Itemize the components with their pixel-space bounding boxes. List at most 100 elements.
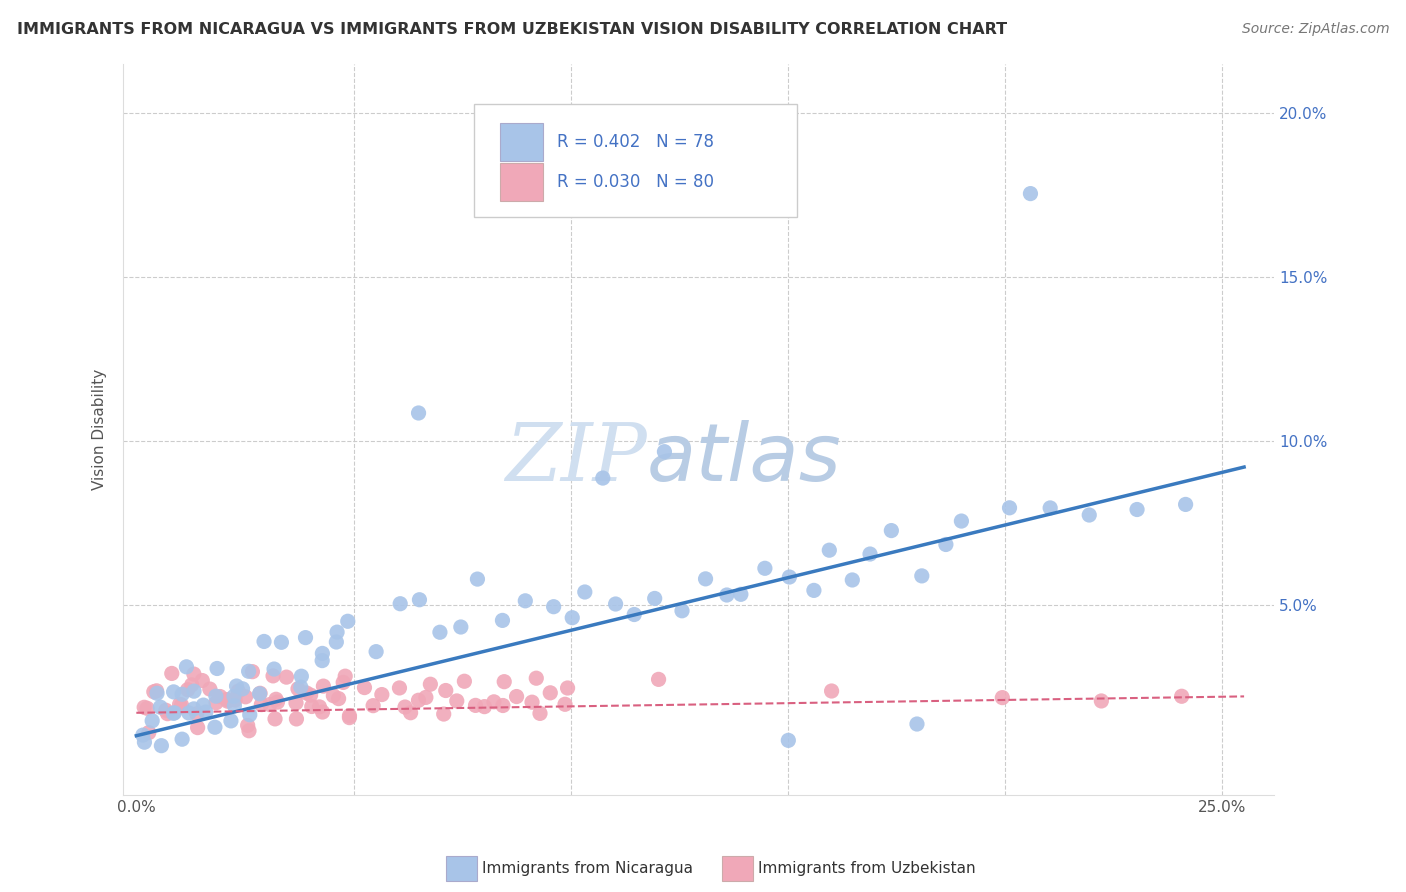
FancyBboxPatch shape <box>499 163 544 202</box>
Point <box>339 708 361 723</box>
Point <box>262 669 284 683</box>
Point <box>1090 694 1112 708</box>
Point <box>290 669 312 683</box>
Point <box>146 686 169 700</box>
Point <box>605 597 627 611</box>
Point <box>187 721 209 735</box>
Point <box>259 698 281 712</box>
Point <box>474 699 496 714</box>
Point <box>180 678 202 692</box>
FancyBboxPatch shape <box>499 122 544 161</box>
Point <box>1126 502 1149 516</box>
Point <box>453 674 475 689</box>
Point <box>191 673 214 688</box>
Point <box>332 675 354 690</box>
Point <box>394 700 416 714</box>
Point <box>561 611 583 625</box>
Point <box>249 687 271 701</box>
Point <box>194 705 217 719</box>
Point <box>538 686 561 700</box>
Point <box>155 703 177 717</box>
Point <box>450 620 472 634</box>
Point <box>232 681 254 696</box>
Point <box>529 706 551 721</box>
Point <box>399 706 422 720</box>
Y-axis label: Vision Disability: Vision Disability <box>93 368 107 490</box>
Point <box>818 543 841 558</box>
Point <box>250 698 273 712</box>
Point <box>169 698 191 712</box>
Point <box>935 537 957 551</box>
Point <box>505 690 527 704</box>
Point <box>301 699 323 714</box>
Text: Immigrants from Nicaragua: Immigrants from Nicaragua <box>482 862 693 876</box>
Text: Immigrants from Uzbekistan: Immigrants from Uzbekistan <box>758 862 976 876</box>
Point <box>654 444 676 458</box>
Point <box>311 705 333 719</box>
Point <box>991 690 1014 705</box>
Point <box>408 693 430 707</box>
Point <box>335 669 357 683</box>
Text: Source: ZipAtlas.com: Source: ZipAtlas.com <box>1241 22 1389 37</box>
Point <box>217 694 239 708</box>
Point <box>264 692 287 706</box>
Point <box>142 685 165 699</box>
Point <box>132 728 155 742</box>
Point <box>156 706 179 721</box>
Point <box>326 625 349 640</box>
Point <box>299 688 322 702</box>
Point <box>644 591 666 606</box>
Point <box>754 561 776 575</box>
Point <box>222 690 245 704</box>
Point <box>238 665 260 679</box>
Point <box>408 592 430 607</box>
Point <box>242 665 264 679</box>
Point <box>311 654 333 668</box>
Point <box>361 698 384 713</box>
Point <box>193 698 215 712</box>
Point <box>464 698 486 713</box>
Point <box>287 681 309 696</box>
Point <box>285 712 308 726</box>
Text: atlas: atlas <box>647 419 842 498</box>
Point <box>295 686 318 700</box>
Point <box>294 631 316 645</box>
Point <box>554 698 576 712</box>
Point <box>433 707 456 722</box>
Point <box>730 587 752 601</box>
Point <box>205 696 228 710</box>
Point <box>841 573 863 587</box>
Point <box>543 599 565 614</box>
Point <box>225 679 247 693</box>
Point <box>205 661 228 675</box>
Point <box>172 732 194 747</box>
Point <box>716 588 738 602</box>
Point <box>574 585 596 599</box>
Point <box>136 701 159 715</box>
Point <box>253 634 276 648</box>
Point <box>820 684 842 698</box>
Point <box>270 635 292 649</box>
Point <box>172 687 194 701</box>
Point <box>482 695 505 709</box>
Point <box>557 681 579 695</box>
Point <box>429 625 451 640</box>
Point <box>150 739 173 753</box>
Point <box>170 698 193 713</box>
Point <box>353 681 375 695</box>
Point <box>911 569 934 583</box>
Point <box>238 723 260 738</box>
Point <box>162 685 184 699</box>
Point <box>141 714 163 728</box>
Point <box>623 607 645 622</box>
Point <box>215 692 238 706</box>
Point <box>264 712 287 726</box>
Point <box>520 695 543 709</box>
Point <box>224 693 246 707</box>
Point <box>163 706 186 720</box>
Point <box>371 688 394 702</box>
Text: R = 0.402   N = 78: R = 0.402 N = 78 <box>557 133 714 151</box>
Point <box>145 683 167 698</box>
Point <box>236 718 259 732</box>
Point <box>176 660 198 674</box>
